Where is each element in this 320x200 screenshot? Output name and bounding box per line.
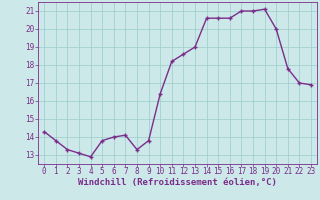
X-axis label: Windchill (Refroidissement éolien,°C): Windchill (Refroidissement éolien,°C): [78, 178, 277, 187]
